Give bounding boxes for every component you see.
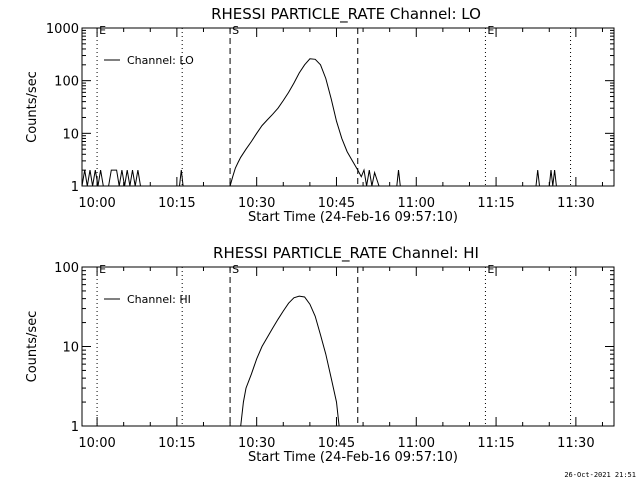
legend-label: Channel: LO [127,54,194,67]
chart-panel-0: RHESSI PARTICLE_RATE Channel: LO 1 10 100 10… [25,5,615,225]
x-axis-label: Start Time (24-Feb-16 09:57:10) [248,210,458,225]
series-line [81,58,557,187]
y-axis-label: Counts/sec [25,311,40,383]
x-tick-label: 10:00 [78,436,115,451]
x-tick-label: 10:45 [318,436,355,451]
chart-panel-1: RHESSI PARTICLE_RATE Channel: HI 1 10 100 10… [25,244,615,465]
y-tick-label: 100 [54,75,79,90]
y-tick-label: 1000 [46,22,79,37]
x-tick-label: 11:00 [398,196,435,211]
chart-title: RHESSI PARTICLE_RATE Channel: HI [213,244,479,263]
event-marker-label: E [487,24,494,37]
x-tick-label: 10:15 [158,436,195,451]
x-tick-label: 11:15 [477,436,514,451]
x-tick-label: 10:45 [318,196,355,211]
event-marker-label: E [99,263,106,276]
event-marker-label: E [487,263,494,276]
y-tick-label: 10 [62,341,79,356]
x-tick-label: 11:00 [398,436,435,451]
y-tick-label: 1 [71,180,79,195]
y-tick-label: 1 [71,420,79,435]
footer-timestamp: 26-Oct-2021 21:51 [564,471,636,479]
plot-frame [81,266,615,427]
y-tick-label: 100 [54,261,79,276]
chart-title: RHESSI PARTICLE_RATE Channel: LO [211,5,481,24]
legend-label: Channel: HI [127,293,191,306]
x-axis-label: Start Time (24-Feb-16 09:57:10) [248,450,458,465]
x-tick-label: 10:30 [238,436,275,451]
x-tick-label: 10:30 [238,196,275,211]
y-tick-label: 10 [62,127,79,142]
x-tick-label: 10:15 [158,196,195,211]
y-axis-label: Counts/sec [25,71,40,143]
series-line [240,295,340,427]
event-marker-label: S [232,263,239,276]
plot-frame [81,27,615,187]
x-tick-label: 11:15 [477,196,514,211]
x-tick-label: 10:00 [78,196,115,211]
event-marker-label: S [232,24,239,37]
x-tick-label: 11:30 [557,196,594,211]
x-tick-label: 11:30 [557,436,594,451]
event-marker-label: E [99,24,106,37]
